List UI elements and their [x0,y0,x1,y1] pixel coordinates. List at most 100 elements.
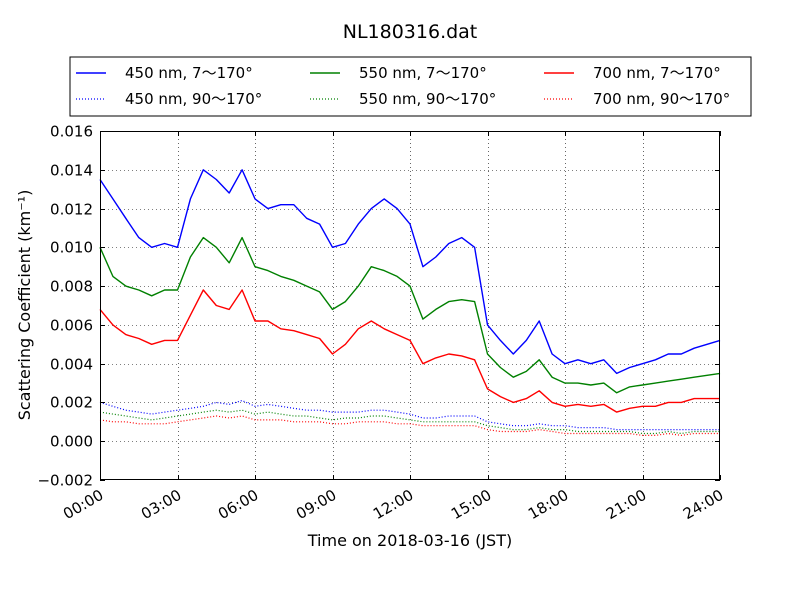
data-point [564,363,566,365]
data-point [577,427,579,429]
data-point [332,419,334,421]
data-point [667,353,669,355]
data-point [487,324,489,326]
data-point [435,357,437,359]
data-point [202,417,204,419]
series-line [99,399,720,431]
data-point [667,380,669,382]
data-point [357,421,359,423]
data-point [215,305,217,307]
data-point [448,243,450,245]
data-point [448,301,450,303]
data-point [577,382,579,384]
data-point [125,415,127,417]
data-point [396,208,398,210]
data-point [409,413,411,415]
data-point [616,411,618,413]
data-point [500,340,502,342]
data-point [202,169,204,171]
data-point [306,217,308,219]
data-point [151,413,153,415]
data-point [228,417,230,419]
data-point [254,266,256,268]
data-point [603,427,605,429]
data-point [448,421,450,423]
data-point [538,423,540,425]
data-point [202,411,204,413]
legend-label: 550 nm, 7～170° [359,64,487,82]
data-point [693,431,695,433]
data-point [655,405,657,407]
grid [100,131,720,480]
data-point [629,386,631,388]
y-tick-label: 0.004 [50,356,93,374]
y-tick-label: 0.014 [50,162,93,180]
data-point [474,359,476,361]
legend-label: 450 nm, 90～170° [125,90,262,108]
data-point [345,411,347,413]
data-point [345,423,347,425]
data-point [177,289,179,291]
data-point [370,208,372,210]
data-point [590,433,592,435]
data-point [590,384,592,386]
data-point [706,343,708,345]
data-point [512,353,514,355]
data-point [241,169,243,171]
data-point [435,417,437,419]
data-point [474,415,476,417]
data-point [461,421,463,423]
data-point [267,270,269,272]
data-point [525,425,527,427]
data-point [409,419,411,421]
data-point [228,411,230,413]
data-point [680,378,682,380]
data-point [112,413,114,415]
data-point [293,415,295,417]
data-point [409,340,411,342]
data-point [422,417,424,419]
data-point [500,367,502,369]
data-point [306,415,308,417]
data-point [345,301,347,303]
data-point [280,413,282,415]
series-line [99,169,721,375]
data-point [512,402,514,404]
data-point [680,402,682,404]
data-point [177,409,179,411]
data-point [706,433,708,435]
data-point [190,413,192,415]
data-point [383,409,385,411]
data-point [383,198,385,200]
data-point [164,243,166,245]
series-line [99,289,720,413]
data-point [564,405,566,407]
data-point [125,421,127,423]
data-point [435,256,437,258]
y-tick-label: 0.002 [50,394,93,412]
data-point [280,276,282,278]
data-point [125,285,127,287]
data-point [655,433,657,435]
data-point [138,423,140,425]
y-tick-label: 0.000 [50,433,93,451]
data-point [319,223,321,225]
data-point [345,243,347,245]
legend-label: 700 nm, 7～170° [593,64,721,82]
data-point [525,429,527,431]
chart-title: NL180316.dat [343,21,478,43]
data-point [254,419,256,421]
data-point [409,423,411,425]
data-point [642,384,644,386]
data-point [190,256,192,258]
data-point [215,179,217,181]
data-point [487,353,489,355]
data-point [293,279,295,281]
data-point [655,429,657,431]
legend-label: 700 nm, 90～170° [593,90,730,108]
data-point [577,359,579,361]
data-point [370,409,372,411]
data-point [564,425,566,427]
data-point [500,396,502,398]
data-point [280,204,282,206]
